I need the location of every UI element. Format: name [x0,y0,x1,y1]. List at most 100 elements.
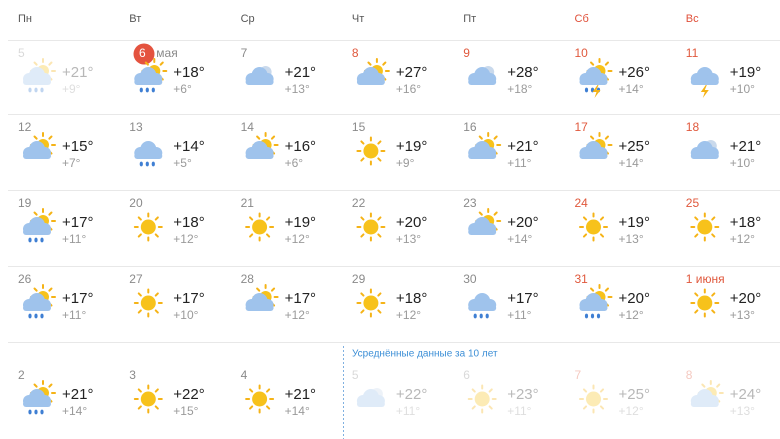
low-temp: +15° [173,404,198,418]
sun-ray [154,292,159,297]
low-temp: +13° [285,82,310,96]
low-temp: +13° [730,404,755,418]
cloud [23,293,51,311]
high-temp: +15° [62,138,93,155]
cloud [134,141,163,159]
low-temp: +11° [62,232,86,246]
sun-disc [252,391,268,407]
rain-drop [584,313,589,319]
sun-rays [356,288,386,318]
day-cell: 6 +23°+11° [463,368,538,418]
day-cell: 29 +18°+12° [352,272,427,322]
cloud [468,67,497,85]
weather-icon [23,208,56,243]
sun-disc [586,219,601,235]
cloud [356,67,385,85]
sun-ray [266,388,271,393]
low-temp: +12° [619,404,644,418]
sun-ray [48,61,53,66]
low-temp: +5° [173,156,192,170]
high-temp: +19° [730,64,761,81]
sun-ray [377,309,382,314]
sun-ray [144,61,149,66]
high-temp: +17° [62,214,93,231]
day-cell: 5 +22°+11° [352,368,427,418]
high-temp: +18° [173,214,204,231]
low-temp: +13° [730,308,755,322]
cloud-part [23,153,51,159]
low-temp: +11° [507,404,531,418]
cloud [23,141,51,159]
day-cell: 22 +20°+13° [352,196,427,246]
sun-ray [599,405,605,410]
date-label: 17 [575,120,589,134]
rain-drop [28,87,32,93]
date-label: 2 [18,368,25,382]
cloud [23,67,51,85]
sun-ray [493,211,498,216]
weather-icon [468,208,502,235]
sun-ray [360,233,365,238]
weather-icon [468,293,497,319]
weather-icon [23,132,56,159]
cloud [23,217,51,235]
low-temp: +12° [285,308,310,322]
sun-ray [266,405,271,410]
weather-icon [356,58,390,85]
sun-ray [33,61,38,66]
sun-ray [367,61,372,66]
sun-ray [137,309,142,314]
sun-ray [478,211,483,216]
sun-ray [33,287,38,292]
sun-disc [140,219,156,235]
day-cell: 6 мая +18°+6° [133,43,205,96]
rain-drop [34,409,38,415]
sun-ray [471,405,476,410]
sun-ray [488,405,493,410]
weather-icon [23,284,56,319]
high-temp: +17° [285,290,316,307]
rain-drop [485,313,489,319]
weather-icon [579,132,613,159]
date-label: 19 [18,196,32,210]
weather-icon [245,212,275,242]
sun-ray [471,388,476,393]
rain-drop [473,313,477,319]
low-temp: +11° [62,308,86,322]
sun-ray [33,383,38,388]
date-label: 31 [575,272,589,286]
date-label: 23 [463,196,477,210]
high-temp: +20° [396,214,427,231]
cloud-part [23,401,51,407]
rain-drop [28,237,32,243]
sun-rays [245,212,275,242]
lightning [592,85,601,98]
weather-icon [690,212,720,242]
high-temp: +23° [507,386,538,403]
sun-ray [360,216,365,221]
weather-icon [579,384,608,414]
rain-drop [145,87,149,93]
sun-disc [363,295,379,311]
low-temp: +6° [173,82,192,96]
sun-rays [133,288,163,318]
cloud [579,67,608,85]
cloud-part [23,79,51,85]
low-temp: +11° [396,404,420,418]
low-temp: +14° [62,404,87,418]
sun-ray [266,216,271,221]
low-temp: +12° [619,308,644,322]
cloud-part [468,79,497,85]
cloud-part [356,401,385,407]
date-label: 12 [18,120,32,134]
date-label: 6 [139,46,146,60]
sun-ray [137,292,142,297]
weekday-label: Пн [18,13,32,25]
low-temp: +13° [619,232,644,246]
date-label: 28 [241,272,255,286]
cloud-part [23,73,35,85]
sun-rays [133,384,163,414]
today-marker [133,43,155,65]
day-cell: 5 +21°+9° [18,46,93,96]
weather-icon [467,384,497,414]
